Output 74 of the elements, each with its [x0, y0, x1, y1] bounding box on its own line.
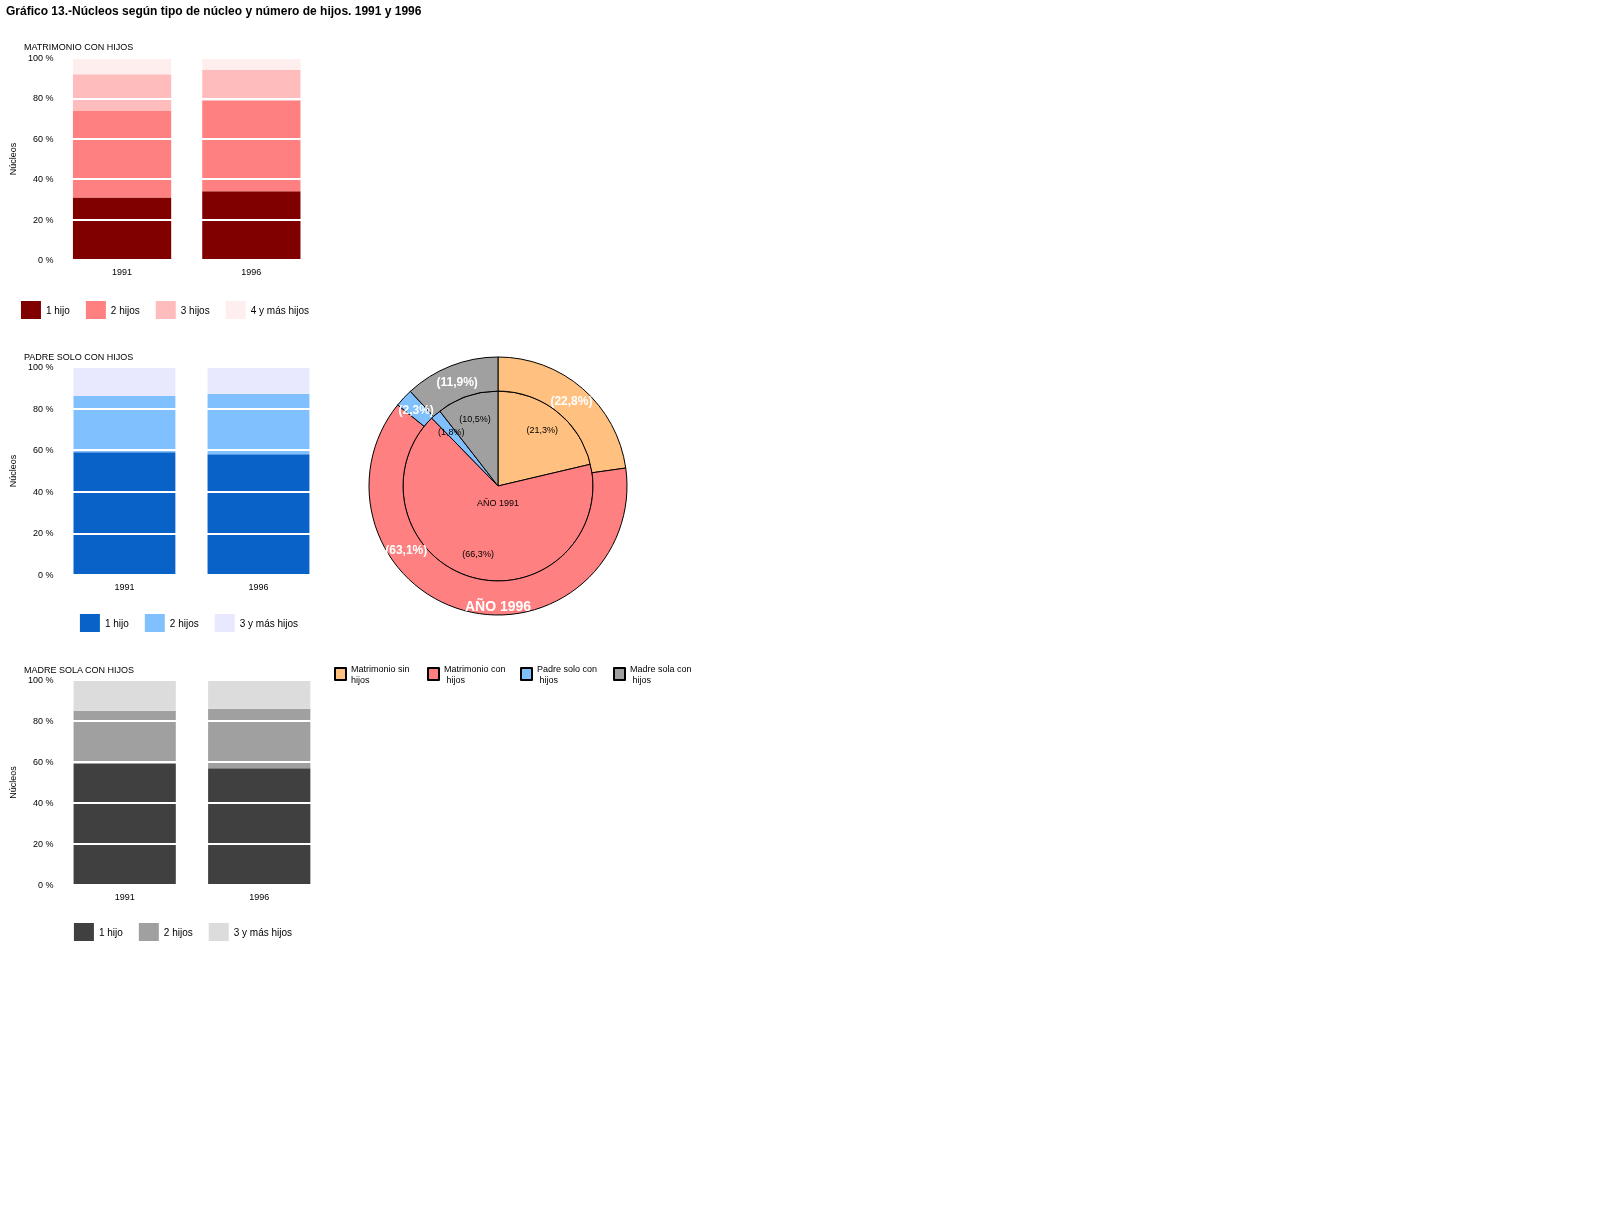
bar — [73, 680, 176, 711]
data-label: (11,9%) — [436, 374, 478, 389]
y-tick-label: 20 % — [32, 214, 54, 225]
y-tick-label: 80 % — [32, 716, 54, 726]
y-tick-label: 80 % — [32, 403, 54, 414]
y-tick-label: 60 % — [32, 757, 54, 767]
bar — [202, 58, 301, 71]
text: Gráfico 13.-Núcleos según tipo de núcleo y número de hijos. 1991 y 1996 — [6, 4, 422, 18]
legend-label: Matrimonio sin hijos — [351, 663, 413, 685]
x-tick-label: 1996 — [248, 581, 269, 592]
legend-label: 2 hijos — [169, 617, 199, 629]
y-tick-label: 100 % — [27, 53, 54, 63]
y-tick-label: 20 % — [32, 839, 54, 849]
legend-label: 1 hijo — [45, 304, 71, 316]
legend-label: 3 hijos — [180, 304, 210, 316]
chart-title: MADRE SOLA CON HIJOS — [24, 664, 135, 675]
x-tick-label: 1991 — [114, 891, 135, 902]
bar — [73, 452, 176, 575]
y-tick-label: 20 % — [32, 528, 54, 539]
y-tick-label: 100 % — [27, 675, 54, 685]
data-label: (21,3%) — [526, 425, 558, 436]
bar — [72, 74, 172, 111]
y-tick-label: 0 % — [37, 255, 54, 265]
slice-label: AÑO 1996 — [464, 596, 532, 614]
y-tick-label: 100 % — [27, 362, 54, 372]
x-tick-label: 1991 — [112, 266, 133, 277]
bar — [73, 764, 176, 885]
y-tick-label: 40 % — [32, 174, 54, 185]
data-label: (22,8%) — [550, 394, 593, 409]
data-label: (10,5%) — [459, 413, 491, 424]
chart-title: PADRE SOLO CON HIJOS — [24, 351, 134, 362]
x-tick-label: 1996 — [241, 266, 262, 277]
legend-label: 3 y más hijos — [239, 617, 299, 629]
bar — [72, 197, 172, 260]
slice-label: AÑO 1991 — [476, 498, 520, 509]
bar — [73, 710, 176, 765]
y-tick-label: 0 % — [37, 880, 54, 890]
legend-label: Padre solo con hijos — [537, 663, 598, 685]
x-tick-label: 1991 — [114, 581, 135, 592]
bar — [207, 367, 310, 395]
bar — [208, 768, 311, 885]
bar — [73, 367, 176, 397]
legend-label: 3 y más hijos — [233, 926, 293, 938]
legend-label: Madre sola con hijos — [630, 663, 692, 685]
x-tick-label: 1996 — [249, 891, 270, 902]
legend-label: Matrimonio con hijos — [444, 663, 506, 685]
bar — [72, 58, 172, 75]
bar — [208, 708, 311, 769]
bar — [202, 191, 301, 260]
y-tick-label: 60 % — [32, 133, 54, 144]
legend-label: 4 y más hijos — [250, 304, 310, 316]
legend-label: 1 hijo — [98, 926, 124, 938]
y-tick-label: 80 % — [32, 93, 54, 104]
data-label: (66,3%) — [462, 549, 494, 560]
bar — [73, 396, 176, 453]
y-axis-title: Núcleos — [7, 765, 18, 799]
y-axis-title: Núcleos — [7, 454, 18, 488]
y-tick-label: 40 % — [32, 486, 54, 497]
bar — [72, 110, 172, 198]
legend-label: 2 hijos — [163, 926, 193, 938]
legend-label: 1 hijo — [104, 617, 130, 629]
bar — [207, 394, 310, 455]
data-label: (1,8%) — [437, 427, 465, 438]
chart-title: MATRIMONIO CON HIJOS — [24, 41, 134, 52]
data-label: (63,1%) — [385, 543, 428, 558]
bar — [207, 454, 310, 575]
bar — [202, 100, 301, 192]
bar — [202, 70, 301, 101]
legend-label: 2 hijos — [110, 304, 140, 316]
y-tick-label: 40 % — [32, 798, 54, 808]
y-tick-label: 60 % — [32, 445, 54, 456]
y-tick-label: 0 % — [37, 570, 54, 580]
bar — [208, 680, 311, 709]
y-axis-title: Núcleos — [7, 142, 18, 176]
